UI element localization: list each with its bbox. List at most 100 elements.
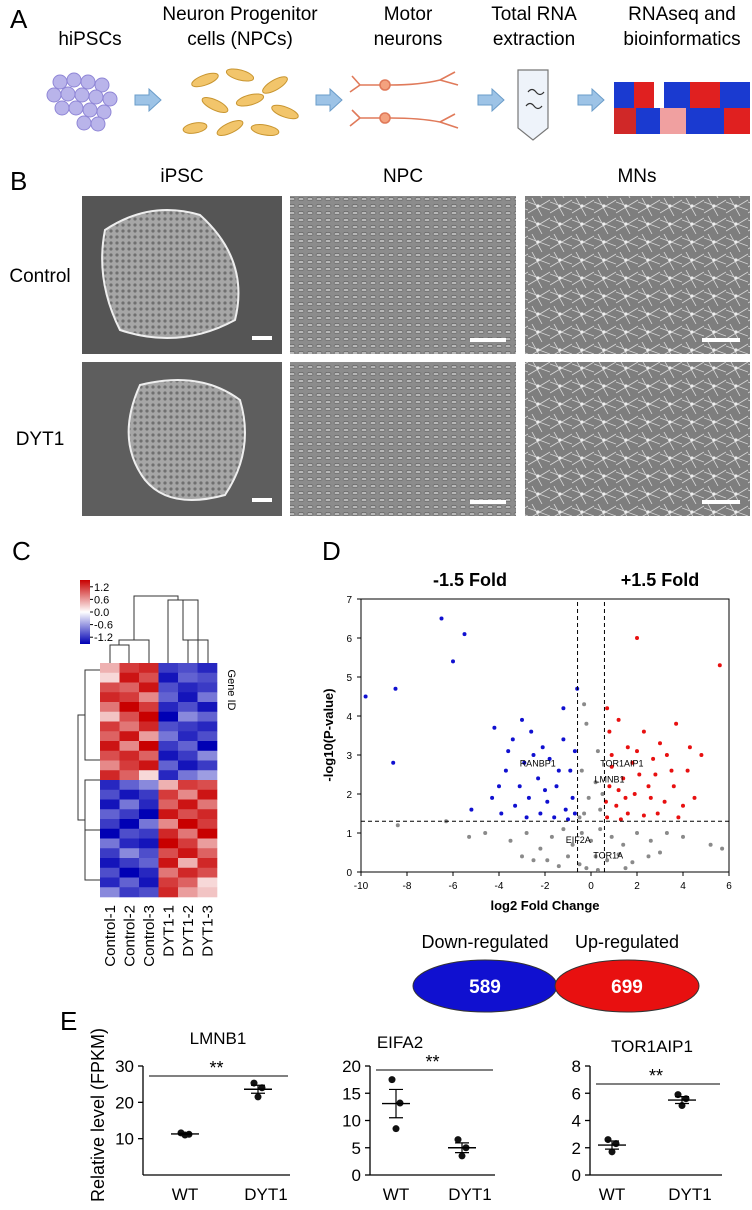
volcano-point bbox=[648, 838, 653, 843]
heatmap-cell bbox=[100, 692, 120, 703]
volcano-point bbox=[570, 842, 575, 847]
volcano-point bbox=[570, 795, 575, 800]
volcano-point bbox=[467, 834, 472, 839]
heatmap-cell bbox=[158, 702, 179, 713]
volcano-point bbox=[632, 792, 637, 796]
heatmap-cell bbox=[158, 721, 179, 732]
volcano-point bbox=[658, 741, 662, 746]
heatmap-cell bbox=[119, 711, 140, 722]
legend-tick-label: 1.2 bbox=[94, 582, 109, 594]
volcano-point bbox=[653, 772, 658, 777]
volcano-point bbox=[549, 834, 554, 839]
heatmap-cell bbox=[158, 682, 179, 693]
heatmap-cell bbox=[100, 799, 120, 810]
volcano-point bbox=[662, 799, 667, 804]
volcano-point bbox=[646, 854, 651, 859]
heatmap-cell bbox=[178, 867, 198, 878]
volcano-point bbox=[510, 737, 515, 742]
volcano-point bbox=[593, 854, 598, 859]
x-tick-label: WT bbox=[383, 1185, 409, 1204]
heatmap-cell bbox=[100, 711, 120, 722]
heatmap-cell bbox=[119, 721, 140, 732]
volcano-point bbox=[625, 745, 630, 750]
heatmap-cell bbox=[139, 692, 159, 703]
heatmap-cell bbox=[100, 819, 120, 830]
volcano-point bbox=[651, 756, 656, 761]
heatmap-cell bbox=[119, 663, 140, 674]
volcano-point bbox=[582, 702, 587, 707]
panel-label: A bbox=[10, 4, 28, 34]
heatmap-cell bbox=[178, 672, 198, 683]
volcano-point bbox=[520, 854, 524, 859]
sample-label: Control-1 bbox=[102, 905, 119, 967]
heatmap-cell bbox=[119, 760, 140, 771]
volcano-point bbox=[664, 753, 669, 757]
heatmap-cell bbox=[197, 828, 218, 839]
legend-tick-label: -0.6 bbox=[94, 620, 113, 632]
heatmap-cell bbox=[197, 799, 218, 810]
volcano-point bbox=[676, 815, 681, 820]
volcano-point bbox=[391, 760, 396, 765]
heatmap-cell bbox=[119, 702, 140, 713]
row-label: Control bbox=[9, 266, 70, 287]
x-tick-label: DYT1 bbox=[244, 1185, 287, 1204]
volcano-point bbox=[545, 858, 550, 863]
heatmap-cell bbox=[139, 887, 159, 898]
heatmap-cell bbox=[119, 672, 140, 683]
gene-label: RANBP1 bbox=[520, 759, 556, 769]
heatmap-cell bbox=[158, 663, 179, 674]
volcano-point bbox=[393, 686, 398, 691]
volcano-point bbox=[681, 834, 685, 839]
volcano-point bbox=[503, 768, 508, 773]
group-label: Down-regulated bbox=[421, 932, 548, 952]
panel-label: C bbox=[12, 536, 31, 566]
volcano-point bbox=[685, 768, 690, 773]
color-legend-bar bbox=[80, 580, 90, 644]
volcano-point bbox=[598, 827, 603, 832]
heatmap-cell bbox=[100, 828, 120, 839]
volcano-point bbox=[598, 807, 603, 812]
chart-title: TOR1AIP1 bbox=[611, 1037, 693, 1056]
volcano-point bbox=[579, 768, 584, 773]
data-point bbox=[458, 1152, 466, 1160]
volcano-point bbox=[623, 795, 628, 800]
heatmap-cell bbox=[178, 828, 198, 839]
volcano-point bbox=[579, 831, 584, 835]
sample-label: Control-2 bbox=[121, 905, 138, 967]
heatmap-cell bbox=[178, 858, 198, 869]
volcano-point bbox=[717, 663, 722, 668]
heatmap-cell bbox=[100, 838, 120, 849]
column-header: MNs bbox=[617, 166, 656, 187]
volcano-point bbox=[499, 811, 504, 816]
volcano-point bbox=[540, 745, 545, 750]
heatmap-cell bbox=[119, 838, 140, 849]
heatmap-cell bbox=[158, 887, 179, 898]
volcano-point bbox=[609, 764, 614, 769]
significance-label: ** bbox=[425, 1052, 439, 1072]
heatmap-cell bbox=[197, 731, 218, 742]
heatmap-cell bbox=[158, 750, 179, 761]
x-tick-label: WT bbox=[172, 1185, 198, 1204]
heatmap-cell bbox=[178, 731, 198, 742]
heatmap-cell bbox=[119, 741, 140, 752]
x-tick-label: -6 bbox=[449, 881, 458, 892]
volcano-point bbox=[708, 842, 713, 847]
volcano-point bbox=[607, 784, 612, 789]
y-tick-label: 7 bbox=[346, 595, 352, 606]
heatmap-cell bbox=[197, 877, 218, 888]
heatmap-cell bbox=[178, 721, 198, 732]
volcano-point bbox=[566, 854, 570, 859]
heatmap-cell bbox=[100, 760, 120, 771]
error-bar bbox=[251, 1084, 265, 1094]
volcano-point bbox=[483, 831, 488, 835]
x-tick-label: DYT1 bbox=[448, 1185, 491, 1204]
count-label: 589 bbox=[469, 977, 501, 998]
heatmap-cell bbox=[119, 731, 140, 742]
volcano-point bbox=[635, 831, 639, 835]
y-tick-label: 3 bbox=[346, 751, 352, 762]
volcano-point bbox=[609, 753, 614, 757]
heatmap-cell bbox=[158, 770, 179, 781]
y-tick-label: 0 bbox=[346, 868, 352, 879]
heatmap-cell bbox=[197, 702, 218, 713]
volcano-point bbox=[547, 756, 552, 761]
